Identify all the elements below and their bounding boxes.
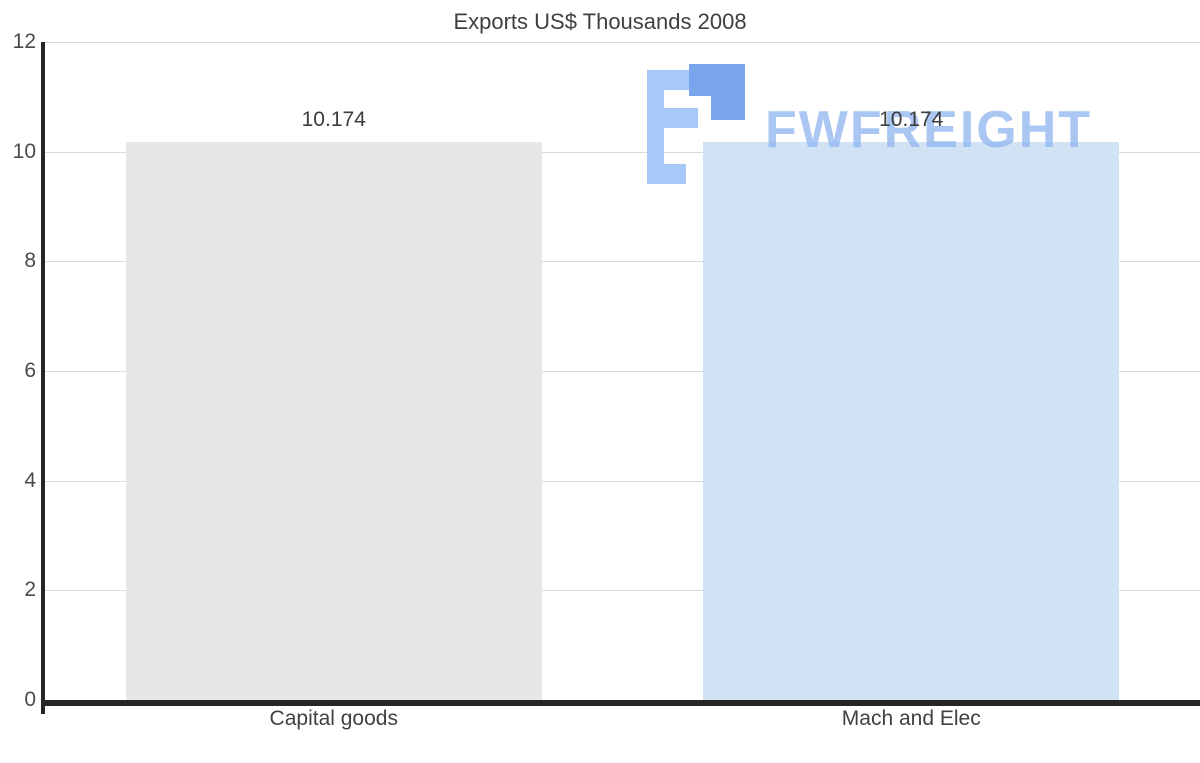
gridline-12 xyxy=(45,42,1200,43)
y-axis-tick-label-12: 12 xyxy=(12,30,36,53)
y-axis-tick-label-10: 10 xyxy=(12,139,36,163)
y-axis-tick-label-8: 8 xyxy=(24,249,36,273)
y-axis-tick-label-4: 4 xyxy=(24,468,36,492)
y-axis-tick-label-0: 0 xyxy=(24,688,36,711)
bar-value-label-mach-and-elec: 10.174 xyxy=(879,108,944,132)
bar-capital-goods xyxy=(125,142,542,700)
y-axis-tick-label-6: 6 xyxy=(24,359,36,382)
x-axis-category-label-mach-and-elec: Mach and Elec xyxy=(841,707,981,730)
fwfreight-logo-icon xyxy=(645,64,749,195)
gridline-8 xyxy=(45,261,1200,263)
watermark-text: FWFREIGHT xyxy=(765,100,1093,159)
gridline-2 xyxy=(45,590,1200,592)
y-axis-tick-label-2: 2 xyxy=(24,578,36,602)
bar-mach-and-elec xyxy=(703,142,1120,700)
watermark: FWFREIGHT xyxy=(645,64,1092,195)
x-axis-line xyxy=(41,700,1200,706)
gridline-6 xyxy=(45,371,1200,372)
gridline-4 xyxy=(45,480,1200,482)
gridline-10 xyxy=(45,151,1200,153)
chart-title: Exports US$ Thousands 2008 xyxy=(453,9,747,34)
x-axis-category-label-capital-goods: Capital goods xyxy=(269,707,398,730)
y-axis-line xyxy=(41,42,45,714)
bar-value-label-capital-goods: 10.174 xyxy=(301,108,366,132)
